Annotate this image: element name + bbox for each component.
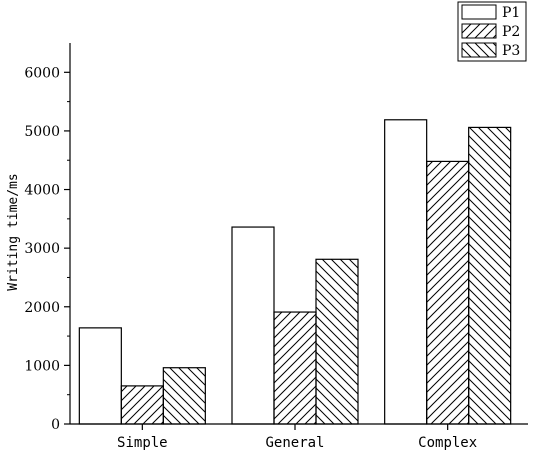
x-tick-label: Simple [117,435,168,451]
plot-area: 0 1000 2000 3000 4000 5000 6000 Simple General Co… [24,43,528,451]
y-tick-label: 5000 [24,124,60,140]
legend-swatch-p2 [461,23,497,39]
bar-p3-simple [162,367,206,425]
bar-p2-simple [120,385,164,425]
y-tick-label: 3000 [24,241,60,257]
legend-label-p1: P1 [502,5,520,21]
x-tick-label: Complex [418,435,477,451]
bar-p2-general [273,311,317,425]
bar-p2-complex [426,160,470,425]
x-tick-label: General [265,435,324,451]
legend-swatch-p1 [461,4,497,20]
bar-p3-general [315,258,359,425]
legend-label-p3: P3 [502,43,520,59]
y-tick-label: 4000 [24,183,60,199]
y-axis-title: Writing time/ms [6,173,21,290]
y-tick-label: 0 [51,417,60,433]
legend-swatch-p3 [461,42,497,58]
bar-p1-complex [384,119,428,425]
legend-label-p2: P2 [502,24,520,40]
y-tick-label: 6000 [24,65,60,81]
bar-p1-simple [78,327,122,425]
bar-p1-general [231,226,275,425]
y-tick-label: 2000 [24,300,60,316]
legend: P1 P2 P3 [457,1,527,62]
y-tick-label: 1000 [24,358,60,374]
bar-p3-complex [468,126,512,425]
